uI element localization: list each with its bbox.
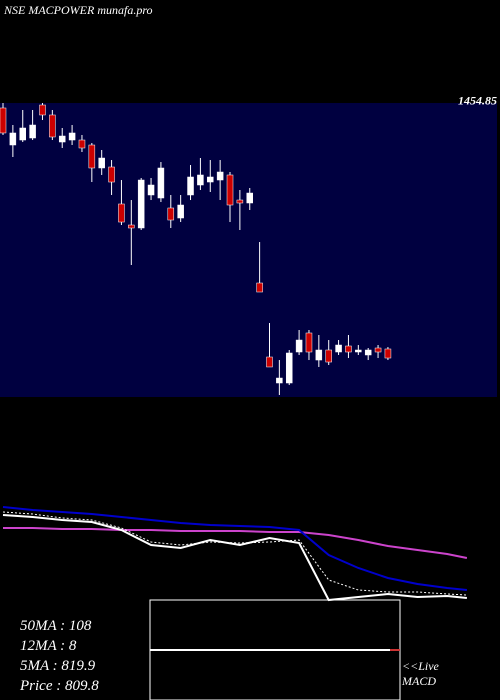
candle-body bbox=[315, 349, 323, 361]
candle-body bbox=[374, 347, 382, 353]
candle-body bbox=[137, 179, 145, 229]
candle-body bbox=[345, 345, 352, 353]
candle-body bbox=[167, 207, 175, 221]
price-panel bbox=[0, 103, 497, 397]
candle-body bbox=[207, 176, 214, 183]
candle-body bbox=[216, 171, 224, 181]
candle-body bbox=[305, 332, 313, 353]
candle-body bbox=[177, 204, 184, 219]
candle-body bbox=[88, 144, 96, 169]
candle-body bbox=[58, 135, 66, 143]
chart-title: NSE MACPOWER munafa.pro bbox=[3, 3, 153, 17]
candle-body bbox=[157, 167, 165, 199]
candle-body bbox=[0, 107, 7, 134]
candle-body bbox=[78, 139, 86, 149]
candle-body bbox=[9, 132, 17, 146]
candle-body bbox=[49, 114, 56, 138]
candle-body bbox=[197, 174, 204, 186]
candle-body bbox=[295, 339, 303, 353]
price-label: 1454.85 bbox=[458, 93, 497, 107]
candle-body bbox=[19, 127, 26, 141]
candle-body bbox=[39, 104, 46, 116]
candle-body bbox=[285, 352, 293, 384]
ma-line bbox=[2, 506, 467, 591]
macd-label: MACD bbox=[401, 674, 436, 688]
candle-body bbox=[187, 176, 194, 196]
ma-label: 12MA : 8 bbox=[20, 638, 77, 654]
candle-body bbox=[256, 282, 263, 293]
candle-body bbox=[266, 356, 273, 368]
ma-line bbox=[2, 514, 467, 602]
ma-line bbox=[3, 527, 468, 559]
candle-body bbox=[108, 166, 115, 183]
candle-body bbox=[335, 344, 342, 353]
ma-label: 50MA : 108 bbox=[20, 618, 92, 634]
candle-body bbox=[355, 349, 362, 353]
candle-body bbox=[147, 184, 155, 196]
candle-body bbox=[236, 199, 244, 204]
candle-body bbox=[364, 349, 372, 356]
candle-body bbox=[68, 132, 76, 141]
candle-body bbox=[276, 377, 283, 384]
candle-body bbox=[98, 157, 105, 169]
ma-label: Price : 809.8 bbox=[19, 678, 99, 694]
ma-line bbox=[2, 511, 467, 596]
macd-label: <<Live bbox=[402, 659, 440, 673]
candle-body bbox=[384, 348, 392, 359]
candle-body bbox=[226, 174, 234, 206]
candle-body bbox=[118, 203, 125, 223]
candle-body bbox=[29, 124, 36, 139]
ma-label: 5MA : 819.9 bbox=[20, 658, 96, 674]
candle-body bbox=[246, 192, 253, 204]
candle-body bbox=[325, 349, 332, 363]
candle-body bbox=[128, 224, 135, 229]
